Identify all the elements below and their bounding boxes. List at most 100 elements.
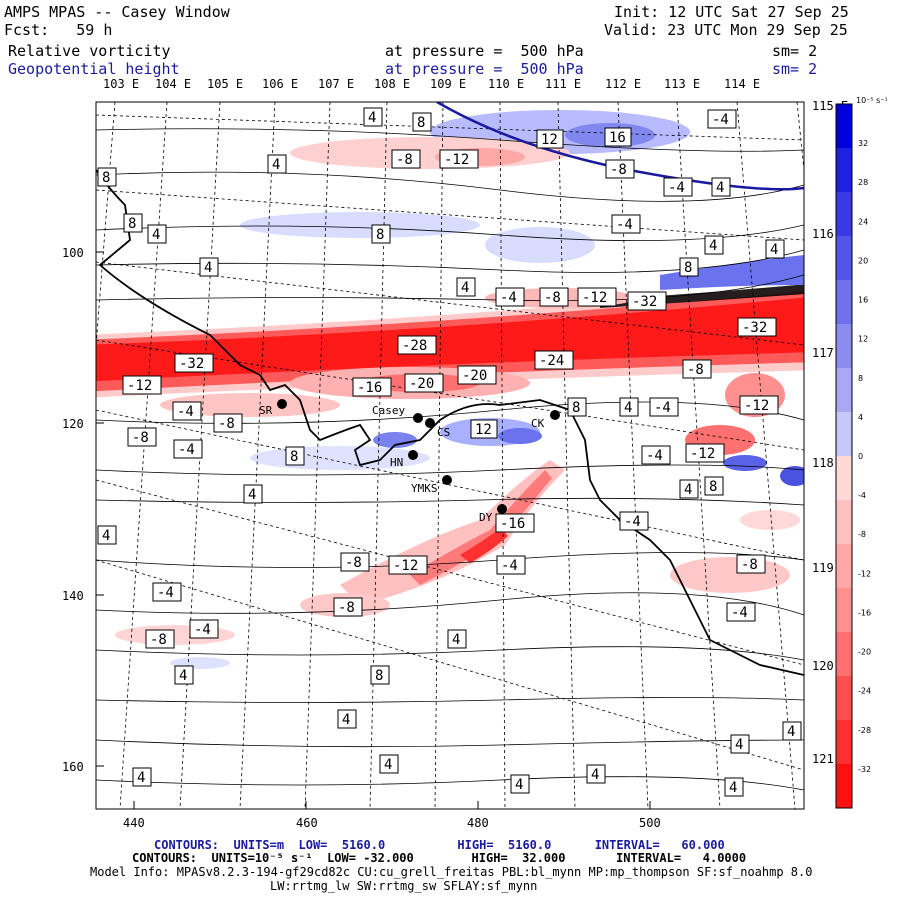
svg-text:YMKS: YMKS	[411, 482, 438, 495]
svg-text:4: 4	[368, 110, 376, 126]
contour-value-labels: 4 8 12 16 -4 -8 -12 -8 4 8 -4 4 8 4 8 -4…	[97, 107, 802, 797]
colorbar-label: -20	[858, 648, 871, 657]
svg-text:4: 4	[729, 780, 737, 796]
contour-label: 4	[586, 764, 606, 784]
station-dy[interactable]: DY	[479, 504, 507, 524]
contour-label: -12	[685, 443, 725, 463]
contour-label: 4	[132, 767, 152, 787]
contour-label: -4	[619, 511, 649, 531]
contour-label: 4	[447, 629, 467, 649]
svg-text:-24: -24	[539, 353, 564, 369]
station-ymks[interactable]: YMKS	[411, 475, 452, 495]
svg-text:CS: CS	[437, 426, 450, 439]
colorbar-label: -28	[858, 726, 871, 735]
contour-label: 8	[567, 397, 587, 417]
svg-text:-8: -8	[687, 362, 704, 378]
svg-text:HN: HN	[390, 456, 403, 469]
contour-label: 16	[604, 127, 632, 147]
footer-model-info: Model Info: MPASv8.2.3-194-gf29cd82c CU:…	[90, 865, 813, 879]
contour-label: 4	[337, 709, 357, 729]
contour-label: 4	[97, 525, 117, 545]
contour-label: -20	[457, 365, 497, 385]
svg-text:-8: -8	[741, 557, 758, 573]
station-hn[interactable]: HN	[390, 450, 418, 469]
colorbar: 32 28 24 20 16 12 8 4 0 -4 -8 -12 -16 -20 -24 -28 -32	[835, 103, 871, 809]
contour-label: 4	[363, 107, 383, 127]
svg-text:-8: -8	[132, 430, 149, 446]
station-cs[interactable]: CS	[425, 418, 450, 439]
svg-text:CK: CK	[531, 417, 545, 430]
svg-text:-16: -16	[500, 516, 525, 532]
contour-label: 4	[510, 774, 530, 794]
colorbar-label: -4	[858, 491, 866, 500]
contour-label: 8	[679, 257, 699, 277]
svg-text:-32: -32	[632, 294, 657, 310]
lon-label: 108 E	[374, 77, 411, 91]
svg-text:4: 4	[152, 227, 160, 243]
footer-physics-info: LW:rrtmg_lw SW:rrtmg_sw SFLAY:sf_mynn	[270, 879, 538, 893]
lon-label: 112 E	[605, 77, 642, 91]
negative-area	[740, 510, 800, 530]
contour-label: 4	[456, 277, 476, 297]
contour-label: -12	[577, 287, 617, 307]
contour-label: 4	[730, 734, 750, 754]
svg-text:-28: -28	[402, 338, 427, 354]
colorbar-segment	[836, 236, 852, 280]
contour-label: -16	[495, 513, 535, 533]
svg-text:-4: -4	[500, 290, 517, 306]
contour-label: 4	[782, 721, 802, 741]
contour-label: 4	[765, 239, 785, 259]
svg-text:4: 4	[515, 777, 523, 793]
station-sr[interactable]: SR	[259, 399, 287, 417]
negative-area	[670, 557, 790, 593]
svg-text:-4: -4	[178, 442, 195, 458]
svg-text:-32: -32	[179, 356, 204, 372]
contour-label: -4	[496, 555, 526, 575]
contour-label: 4	[267, 154, 287, 174]
colorbar-segment	[836, 456, 852, 500]
contour-label: -4	[726, 602, 756, 622]
contour-label: -8	[145, 629, 175, 649]
station-ck[interactable]: CK	[531, 410, 560, 430]
svg-text:4: 4	[684, 482, 692, 498]
lon-label: 103 E	[103, 77, 140, 91]
svg-text:4: 4	[204, 260, 212, 276]
contour-label: -12	[122, 375, 162, 395]
station-casey[interactable]: Casey	[372, 404, 423, 423]
x-axis-label: 460	[296, 816, 318, 830]
svg-text:4: 4	[787, 724, 795, 740]
colorbar-label: 32	[858, 139, 868, 148]
svg-text:4: 4	[137, 770, 145, 786]
contour-label: 8	[123, 213, 143, 233]
svg-text:-20: -20	[409, 376, 434, 392]
contour-label: 8	[371, 224, 391, 244]
colorbar-label: 8	[858, 374, 863, 383]
contour-label: 4	[147, 224, 167, 244]
svg-text:SR: SR	[259, 404, 273, 417]
colorbar-label: 12	[858, 335, 868, 344]
svg-text:-4: -4	[501, 558, 518, 574]
contour-label: -4	[663, 177, 693, 197]
contour-label: -8	[127, 427, 157, 447]
latlon-grid	[96, 102, 804, 809]
contour-label: -12	[739, 395, 779, 415]
footer-vorticity-contours: CONTOURS: UNITS=10⁻⁵ s⁻¹ LOW= -32.000 HI…	[132, 851, 747, 865]
svg-text:-4: -4	[616, 217, 633, 233]
x-axis-label: 500	[639, 816, 661, 830]
shaded-fields: 4 8 12 16 -4 -8 -12 -8 4 8 -4 4 8 4 8 -4…	[96, 102, 804, 809]
svg-text:4: 4	[179, 668, 187, 684]
svg-text:8: 8	[684, 260, 692, 276]
svg-text:12: 12	[541, 132, 558, 148]
contour-label: -32	[737, 317, 777, 337]
negative-plume	[460, 528, 508, 563]
colorbar-segment	[836, 148, 852, 192]
svg-text:-8: -8	[218, 416, 235, 432]
lon-label: 111 E	[545, 77, 582, 91]
positive-area	[660, 255, 804, 290]
svg-text:Casey: Casey	[372, 404, 405, 417]
svg-text:4: 4	[102, 528, 110, 544]
svg-text:4: 4	[272, 157, 280, 173]
svg-text:4: 4	[591, 767, 599, 783]
x-axis-label: 440	[123, 816, 145, 830]
contour-label: 4	[199, 257, 219, 277]
